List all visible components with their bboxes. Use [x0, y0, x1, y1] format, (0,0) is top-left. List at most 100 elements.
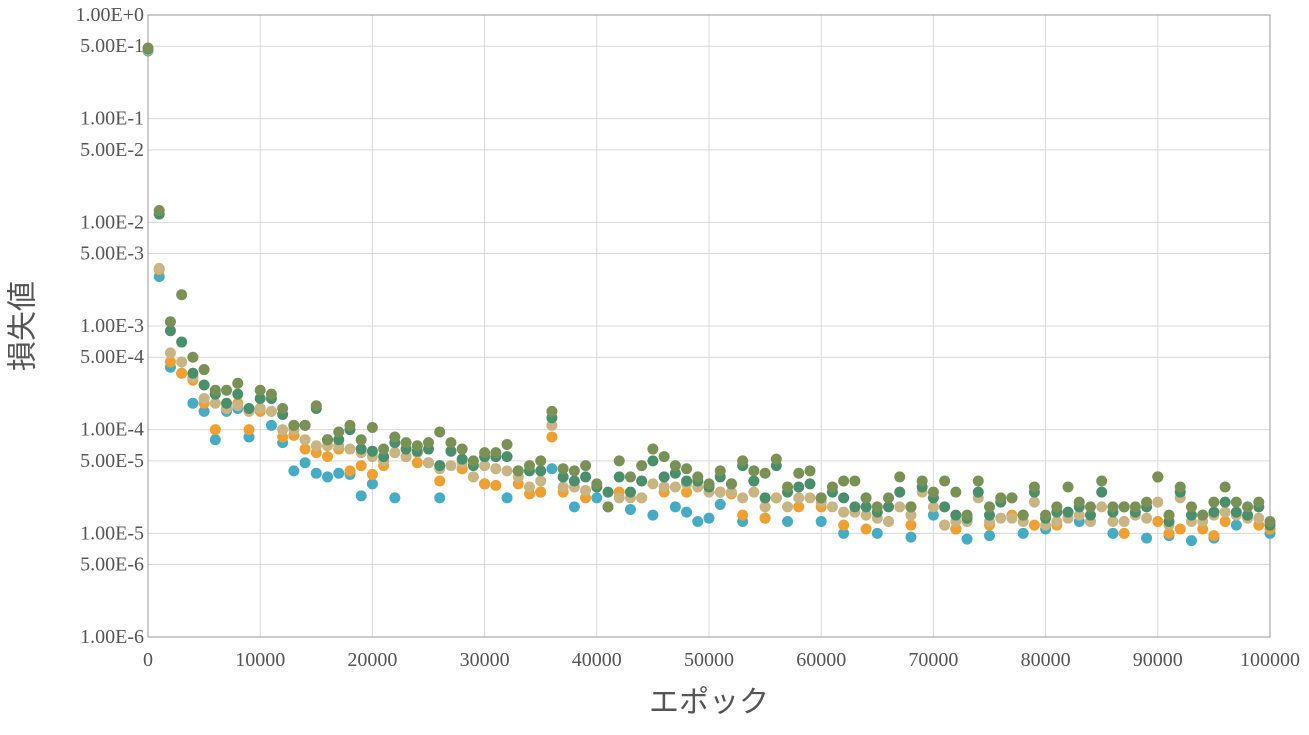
data-point	[434, 492, 446, 504]
data-point	[198, 405, 210, 417]
data-point	[546, 405, 558, 417]
data-point	[961, 509, 973, 521]
data-point	[838, 475, 850, 487]
data-point	[333, 426, 345, 438]
data-point	[355, 460, 367, 472]
data-point	[669, 481, 681, 493]
data-point	[389, 492, 401, 504]
data-point	[1062, 481, 1074, 493]
data-point	[939, 475, 951, 487]
data-point	[1253, 512, 1265, 524]
data-point	[939, 501, 951, 513]
x-tick-label: 70000	[908, 649, 958, 671]
data-point	[501, 465, 513, 477]
data-point	[378, 443, 390, 455]
data-point	[389, 431, 401, 443]
data-point	[265, 405, 277, 417]
data-point	[467, 471, 479, 483]
data-point	[894, 471, 906, 483]
data-point	[546, 431, 558, 443]
data-point	[658, 481, 670, 493]
y-tick-label: 5.00E-2	[80, 139, 144, 161]
data-point	[1152, 496, 1164, 508]
data-point	[400, 451, 412, 463]
data-point	[221, 384, 233, 396]
data-point	[950, 523, 962, 535]
data-point	[254, 392, 266, 404]
x-tick-label: 40000	[572, 649, 622, 671]
data-point	[894, 501, 906, 513]
data-points	[142, 42, 1276, 547]
data-point	[299, 443, 311, 455]
data-point	[389, 447, 401, 459]
data-point	[557, 481, 569, 493]
data-point	[1174, 481, 1186, 493]
data-point	[445, 437, 457, 449]
y-tick-label: 5.00E-5	[80, 450, 144, 472]
data-point	[782, 501, 794, 513]
y-tick-label: 1.00E-5	[80, 522, 144, 544]
data-point	[1253, 496, 1265, 508]
data-point	[1219, 506, 1231, 518]
data-point	[232, 388, 244, 400]
data-point	[580, 484, 592, 496]
data-point	[995, 512, 1007, 524]
data-point	[1219, 481, 1231, 493]
data-point	[1197, 509, 1209, 521]
data-point	[703, 512, 715, 524]
data-point	[209, 384, 221, 396]
data-point	[445, 460, 457, 472]
data-point	[658, 471, 670, 483]
data-point	[1107, 501, 1119, 513]
data-point	[1174, 523, 1186, 535]
data-point	[647, 478, 659, 490]
data-point	[164, 325, 176, 337]
data-point	[692, 516, 704, 528]
data-point	[770, 453, 782, 465]
data-point	[1197, 523, 1209, 535]
data-point	[849, 475, 861, 487]
data-point	[624, 503, 636, 515]
data-point	[1084, 501, 1096, 513]
y-tick-label: 5.00E-6	[80, 554, 144, 576]
data-point	[669, 501, 681, 513]
data-point	[355, 434, 367, 446]
data-point	[176, 356, 188, 368]
data-point	[714, 498, 726, 510]
data-point	[490, 479, 502, 491]
data-point	[916, 475, 928, 487]
data-point	[714, 465, 726, 477]
data-point	[153, 262, 165, 274]
data-point	[1208, 530, 1220, 542]
data-point	[1141, 512, 1153, 524]
data-point	[759, 467, 771, 479]
data-point	[198, 364, 210, 376]
x-tick-label: 90000	[1133, 649, 1183, 671]
y-tick-label: 1.00E+0	[76, 4, 145, 26]
x-tick-label: 80000	[1021, 649, 1071, 671]
data-point	[972, 486, 984, 498]
data-point	[782, 481, 794, 493]
data-point	[479, 460, 491, 472]
data-point	[613, 492, 625, 504]
data-point	[243, 424, 255, 436]
x-tick-label: 20000	[347, 649, 397, 671]
data-point	[647, 455, 659, 467]
data-point	[153, 205, 165, 217]
y-tick-label: 1.00E-6	[80, 626, 144, 648]
data-point	[209, 424, 221, 436]
data-point	[1163, 527, 1175, 539]
data-point	[927, 509, 939, 521]
data-point	[1141, 496, 1153, 508]
data-point	[725, 486, 737, 498]
data-point	[322, 451, 334, 463]
data-point	[613, 455, 625, 467]
data-point	[299, 434, 311, 446]
data-point	[209, 397, 221, 409]
data-point	[322, 471, 334, 483]
data-point	[905, 501, 917, 513]
data-point	[1230, 496, 1242, 508]
data-point	[456, 453, 468, 465]
data-point	[546, 463, 558, 475]
data-point	[378, 451, 390, 463]
